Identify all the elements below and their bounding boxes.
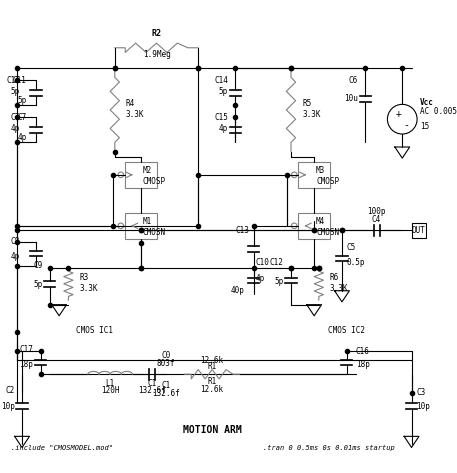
Text: C9: C9 [33,261,43,270]
Text: MOTION ARM: MOTION ARM [183,425,242,435]
Text: C4: C4 [372,215,381,224]
Text: R4: R4 [126,99,135,108]
Bar [298,162,330,188]
Text: CMOS IC1: CMOS IC1 [76,326,113,335]
Text: 100p: 100p [367,208,386,217]
Text: R6: R6 [330,273,339,282]
Text: 40p: 40p [231,286,244,295]
Text: 5p: 5p [33,280,43,289]
Text: 10p: 10p [416,402,430,411]
Text: 4p: 4p [17,133,27,142]
Text: 0.5p: 0.5p [346,258,365,267]
Text: C13: C13 [235,226,249,235]
Text: 1.9Meg: 1.9Meg [143,50,170,59]
Text: 18p: 18p [356,360,370,369]
Text: 4p: 4p [256,274,265,283]
Text: OUT: OUT [412,226,426,235]
Text: C3: C3 [416,388,425,397]
Text: CMOSP: CMOSP [143,177,166,186]
Text: C7: C7 [17,113,27,122]
Text: C1: C1 [147,379,156,388]
Text: C14: C14 [214,76,228,85]
Text: 18p: 18p [19,360,33,369]
Text: M4: M4 [316,217,325,226]
Text: C0: C0 [161,351,170,360]
Text: M1: M1 [143,217,152,226]
Bar [124,162,157,188]
Text: AC 0.005: AC 0.005 [420,107,457,116]
Text: R1: R1 [207,377,217,386]
Text: C10: C10 [256,258,270,267]
Bar [124,213,157,239]
Text: C11: C11 [13,76,27,85]
Text: 15: 15 [420,122,429,131]
Text: C1: C1 [161,381,170,390]
Text: 120H: 120H [101,386,119,395]
Text: 3.3K: 3.3K [330,284,348,293]
Bar [412,223,426,238]
Text: Vcc: Vcc [420,98,434,107]
Text: C2: C2 [5,386,15,395]
Text: L1: L1 [106,379,115,388]
Text: 10u: 10u [344,94,358,103]
Text: 5p: 5p [274,277,283,286]
Text: 3.3K: 3.3K [126,110,144,119]
Text: 4p: 4p [11,252,20,261]
Text: C17: C17 [19,345,33,354]
Text: R2: R2 [152,29,161,38]
Text: C12: C12 [270,258,283,267]
Text: CMOSP: CMOSP [316,177,339,186]
Bar [298,213,330,239]
Text: C8: C8 [11,237,20,246]
Text: CMOSN: CMOSN [143,228,166,237]
Text: C16: C16 [356,347,370,356]
Text: M2: M2 [143,166,152,175]
Text: 5p: 5p [17,96,27,105]
Text: 3.3K: 3.3K [302,110,321,119]
Text: 3.3K: 3.3K [80,284,98,293]
Text: C5: C5 [346,243,356,252]
Text: C11: C11 [6,76,20,85]
Text: 4p: 4p [218,124,228,133]
Text: R1: R1 [207,362,217,371]
Text: CMOS IC2: CMOS IC2 [328,326,365,335]
Text: C15: C15 [214,113,228,122]
Text: 803f: 803f [157,359,175,368]
Text: 12.6k: 12.6k [201,356,224,365]
Text: .tran 0 0.5ms 0s 0.01ms startup: .tran 0 0.5ms 0s 0.01ms startup [263,446,395,451]
Text: CMOSN: CMOSN [316,228,339,237]
Text: 5p: 5p [11,87,20,96]
Text: 12.6k: 12.6k [201,385,224,394]
Text: 10p: 10p [1,402,15,411]
Text: .include "CMOSMODEL.mod": .include "CMOSMODEL.mod" [11,446,113,451]
Text: M3: M3 [316,166,325,175]
Text: 5p: 5p [218,87,228,96]
Text: C6: C6 [349,76,358,85]
Text: -: - [403,120,409,130]
Text: C7: C7 [11,113,20,122]
Text: 132.6f: 132.6f [138,386,166,395]
Text: 132.6f: 132.6f [152,389,180,398]
Text: 4p: 4p [11,124,20,133]
Text: R5: R5 [302,99,311,108]
Text: +: + [396,109,402,119]
Text: R3: R3 [80,273,89,282]
